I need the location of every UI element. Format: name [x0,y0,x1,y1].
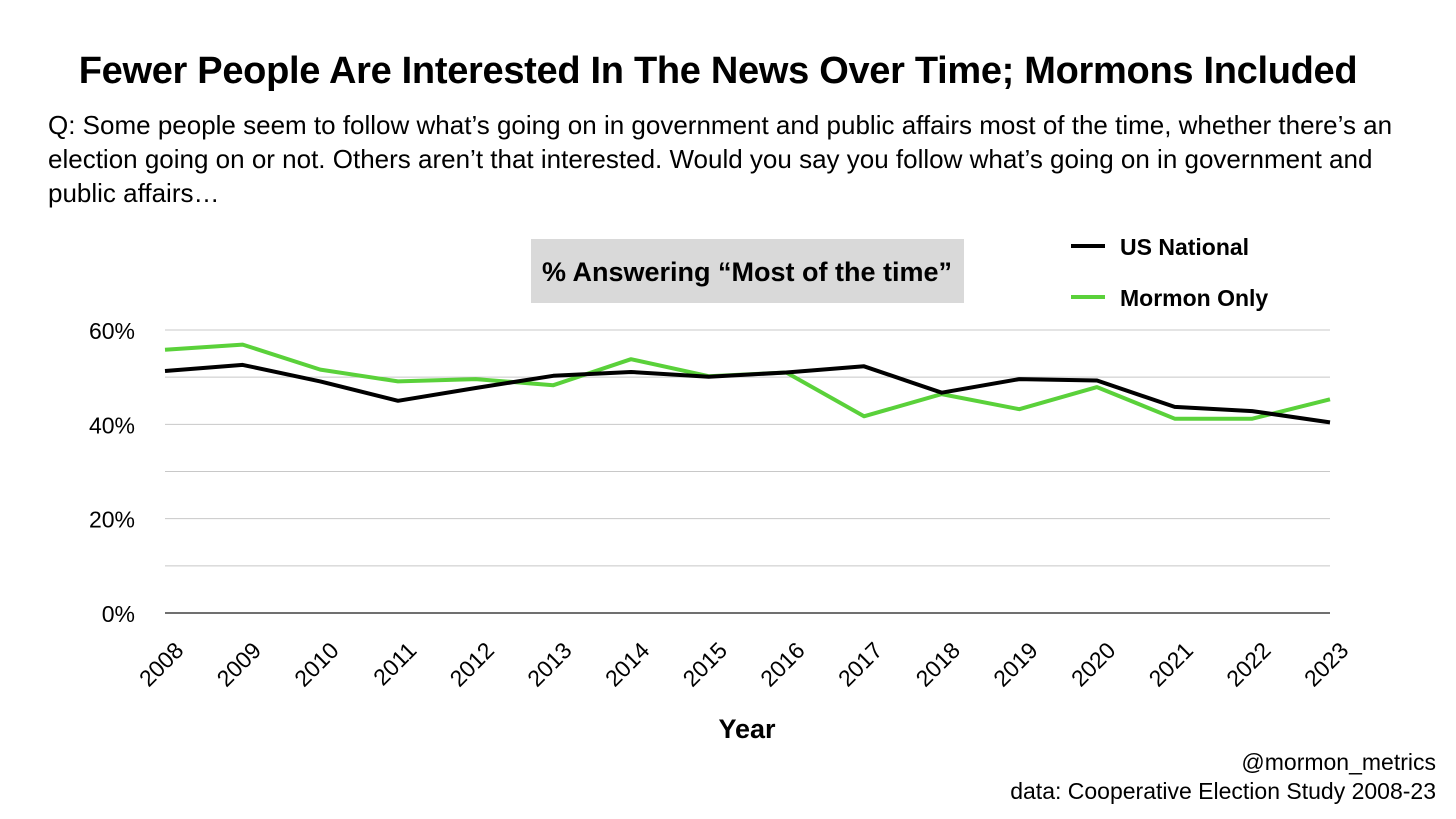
x-tick-label: 2023 [1299,637,1354,692]
x-axis-title: Year [718,714,776,744]
x-tick-label: 2019 [988,637,1043,692]
x-axis-labels: 2008 2009 2010 2011 2012 2013 2014 2015 2016 2017… [134,637,1354,692]
x-tick-label: 2020 [1066,637,1121,692]
x-tick-label: 2018 [911,637,966,692]
series-lines [164,342,1331,425]
survey-question: Q: Some people seem to follow what’s goi… [48,110,1393,208]
subtitle-box [531,239,964,303]
x-tick-label: 2015 [678,637,733,692]
y-axis-labels: 0% 20% 40% 60% [89,318,135,627]
series-line-us-national [164,362,1331,425]
legend-label-us-national: US National [1120,234,1249,260]
series-line-mormon-only [164,342,1331,421]
gridlines [165,329,1330,614]
credit-block: @mormon_metrics data: Cooperative Electi… [1010,748,1436,806]
chart-title: Fewer People Are Interested In The News … [78,50,1358,92]
data-source: data: Cooperative Election Study 2008-23 [1010,778,1436,804]
x-tick-label: 2012 [445,637,500,692]
x-tick-label: 2010 [289,637,344,692]
x-tick-label: 2014 [600,637,655,692]
x-tick-label: 2008 [134,637,189,692]
chart-subtitle: % Answering “Most of the time” [542,257,952,287]
y-tick-label: 40% [89,412,135,438]
y-tick-label: 60% [89,318,135,344]
x-tick-label: 2017 [833,637,888,692]
y-tick-label: 0% [102,601,135,627]
x-tick-label: 2021 [1144,637,1199,692]
y-tick-label: 20% [89,507,135,533]
x-tick-label: 2011 [368,637,421,690]
legend-label-mormon-only: Mormon Only [1120,285,1268,311]
x-tick-label: 2016 [755,637,810,692]
x-tick-label: 2022 [1221,637,1276,692]
author-handle: @mormon_metrics [1241,749,1436,775]
legend: US National Mormon Only [1071,234,1268,311]
x-tick-label: 2013 [522,637,577,692]
x-tick-label: 2009 [212,637,267,692]
